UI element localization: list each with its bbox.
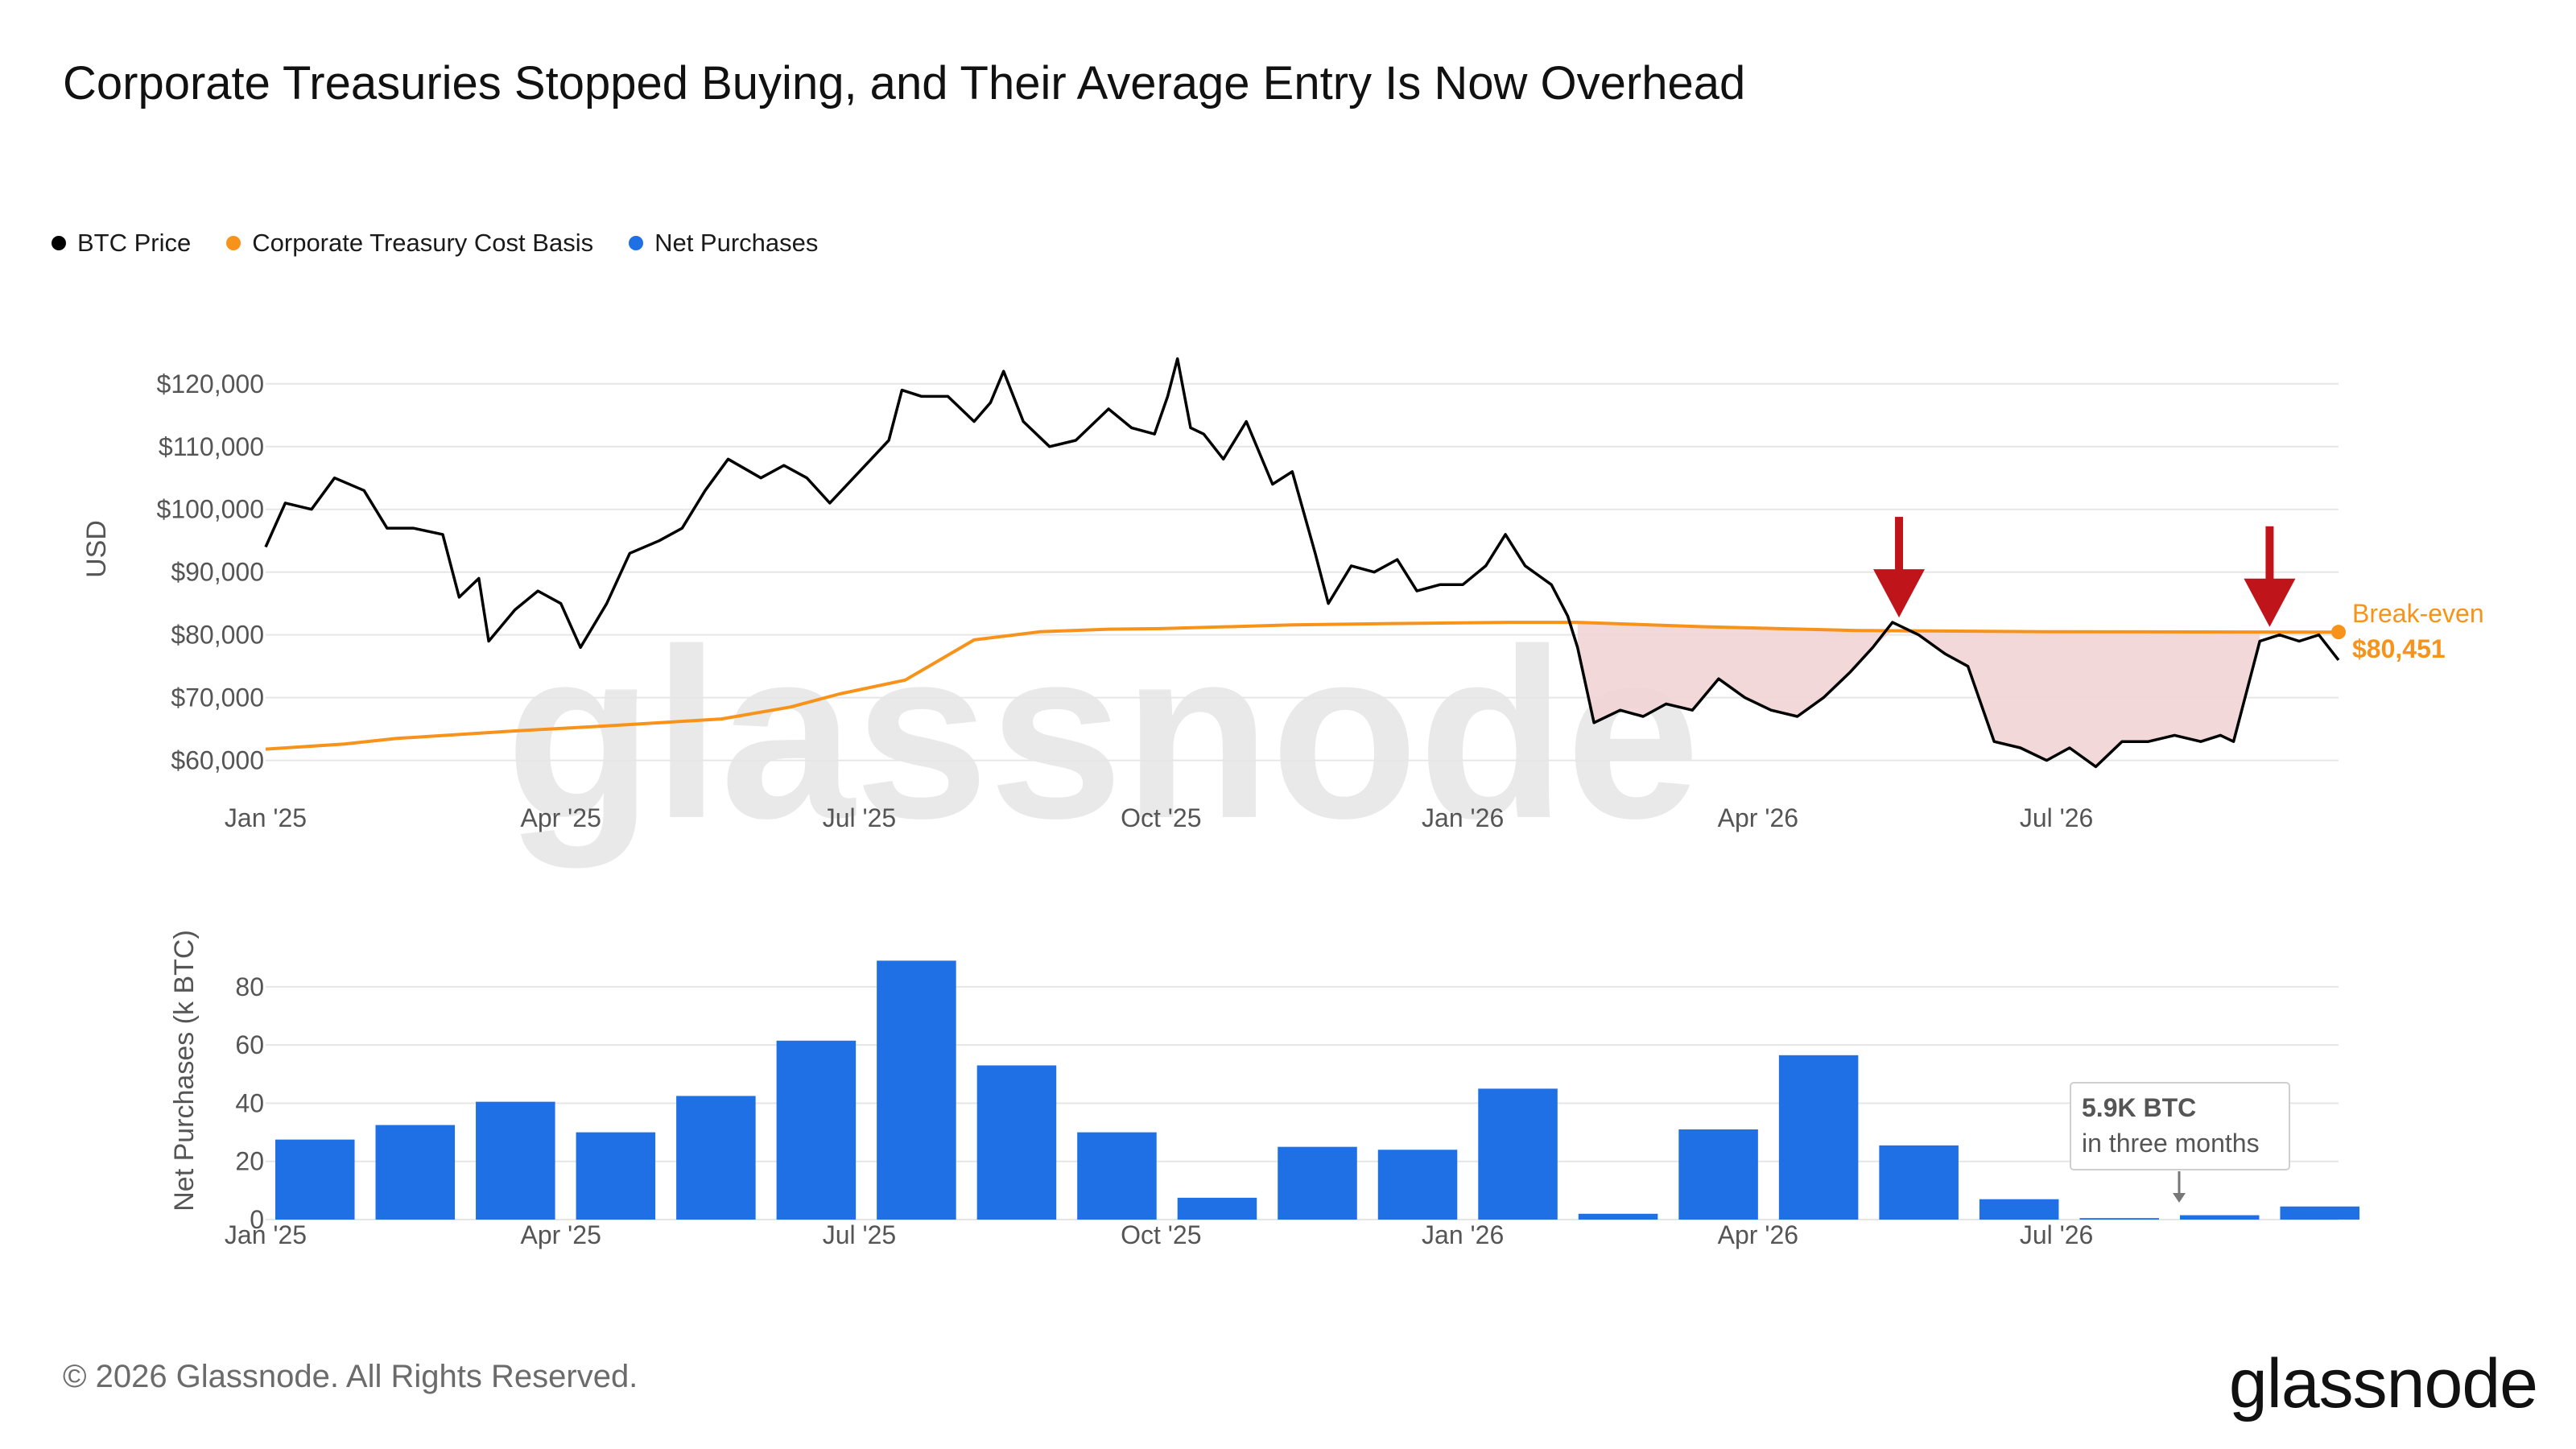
price-y-tick-label: $80,000: [171, 621, 264, 650]
bar-x-tick-label: Oct '25: [1121, 1220, 1201, 1249]
callout-subtitle: in three months: [2082, 1129, 2260, 1158]
bar-y-tick-label: 40: [235, 1088, 264, 1117]
price-y-tick-label: $60,000: [171, 746, 264, 775]
btc-price-line: [264, 357, 2340, 769]
price-x-tick-label: Jul '25: [823, 803, 897, 832]
legend-item-cost-basis[interactable]: Corporate Treasury Cost Basis: [226, 229, 593, 258]
price-x-tick-label: Jul '26: [2020, 803, 2094, 832]
price-x-tick-label: Jan '26: [1422, 803, 1504, 832]
bar-y-tick-label: 0: [250, 1205, 264, 1234]
legend-label-net-purchases: Net Purchases: [654, 229, 819, 257]
net-purchases-bar: [1478, 1088, 1558, 1220]
break-even-marker: [2331, 625, 2346, 640]
rejection-arrow-shaft: [1895, 517, 1904, 574]
net-purchases-bar: [1879, 1145, 1959, 1220]
legend-dot-btc-price: [52, 236, 66, 250]
net-purchases-bar: [1177, 1197, 1257, 1220]
net-purchases-bar: [877, 960, 956, 1220]
net-purchases-bar: [1377, 1150, 1458, 1220]
bar-x-tick-label: Apr '26: [1718, 1220, 1798, 1249]
price-y-axis-label: USD: [81, 520, 112, 578]
price-x-tick-label: Apr '26: [1718, 803, 1798, 832]
glassnode-logo: glassnode: [2228, 1345, 2538, 1422]
callout-box: [2070, 1082, 2290, 1170]
bar-x-tick-label: Jul '25: [823, 1220, 897, 1249]
price-x-tick-label: Apr '25: [520, 803, 601, 832]
bar-y-tick-label: 60: [235, 1030, 264, 1059]
break-even-value: $80,451: [2352, 634, 2446, 663]
bar-y-tick-label: 20: [235, 1147, 264, 1176]
legend-dot-cost-basis: [226, 236, 242, 250]
legend-item-net-purchases[interactable]: Net Purchases: [629, 229, 818, 258]
bar-x-tick-label: Apr '25: [520, 1220, 601, 1249]
legend-dot-net-purchases: [629, 236, 644, 250]
break-even-label: Break-even: [2352, 599, 2484, 628]
net-purchases-bar: [776, 1040, 857, 1220]
price-panel: glassnode $60,000 $70,000 $80,000 $90,000 $10…: [81, 357, 2484, 870]
copyright-footer: © 2026 Glassnode. All Rights Reserved.: [63, 1359, 638, 1394]
bar-x-tick-label: Jan '25: [225, 1220, 307, 1249]
net-purchases-panel: 0 20 40 60 80 Net Purchases (k BTC) Jan '25 Apr…: [169, 930, 2359, 1249]
bar-x-tick-label: Jan '26: [1422, 1220, 1504, 1249]
legend: BTC Price Corporate Treasury Cost Basis …: [52, 229, 818, 258]
net-purchases-bar: [1979, 1199, 2059, 1220]
net-purchases-bar: [275, 1139, 355, 1220]
price-x-tick-label: Jan '25: [225, 803, 307, 832]
price-y-tick-label: $90,000: [171, 558, 264, 587]
net-purchases-bar: [1278, 1146, 1357, 1220]
glassnode-watermark: glassnode: [506, 598, 1700, 870]
net-purchases-bar: [1678, 1129, 1758, 1220]
net-purchases-bar: [576, 1132, 656, 1220]
legend-item-btc-price[interactable]: BTC Price: [52, 229, 191, 258]
callout-pointer-head: [2173, 1193, 2186, 1203]
net-purchases-bar: [676, 1096, 756, 1220]
price-y-tick-label: $100,000: [157, 495, 264, 524]
callout-title: 5.9K BTC: [2082, 1093, 2196, 1122]
net-purchases-bar: [1077, 1132, 1157, 1220]
net-purchases-bar: [2079, 1218, 2159, 1220]
price-y-tick-label: $70,000: [171, 683, 264, 712]
net-purchases-bar: [1578, 1213, 1658, 1220]
rejection-arrow-head: [2244, 578, 2296, 627]
cost-basis-line: [265, 621, 2339, 751]
price-y-tick-label: $120,000: [157, 369, 264, 398]
legend-label-cost-basis: Corporate Treasury Cost Basis: [252, 229, 594, 257]
price-x-tick-label: Oct '25: [1121, 803, 1201, 832]
net-purchases-bar: [976, 1065, 1057, 1220]
net-purchases-bar: [2280, 1206, 2359, 1220]
net-purchases-bar: [476, 1101, 555, 1220]
price-y-tick-label: $110,000: [159, 432, 264, 461]
bar-y-axis-label: Net Purchases (k BTC): [169, 930, 200, 1212]
net-purchases-bar: [1778, 1055, 1859, 1220]
bar-x-tick-label: Jul '26: [2020, 1220, 2094, 1249]
net-purchases-bar: [2179, 1215, 2260, 1220]
below-cost-basis-shading: [1577, 622, 2260, 767]
bar-y-tick-label: 80: [235, 972, 264, 1001]
rejection-arrow-shaft: [2265, 526, 2274, 583]
chart-title: Corporate Treasuries Stopped Buying, and…: [63, 57, 1746, 109]
rejection-arrow-head: [1873, 569, 1926, 618]
legend-label-btc-price: BTC Price: [77, 229, 192, 257]
net-purchases-bar: [375, 1125, 456, 1220]
